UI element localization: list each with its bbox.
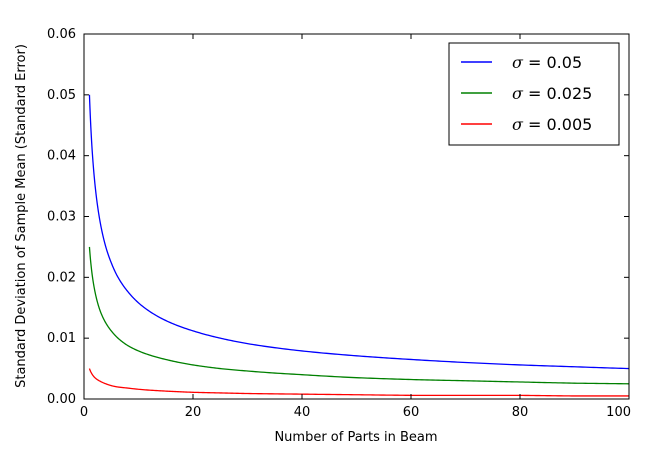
series-layer [88, 94, 630, 397]
x-axis-label: Number of Parts in Beam [274, 430, 437, 445]
legend-box [448, 42, 620, 146]
y-tick-label: 0.00 [47, 392, 76, 407]
ticks-layer: 0 20 40 60 80 100 0.00 0.01 0.02 0.03 0.04 0.05 0.06 [47, 27, 631, 420]
x-tick-label: 100 [606, 405, 631, 420]
x-tick-label: 40 [294, 405, 311, 420]
y-axis-label: Standard Deviation of Sample Mean (Stand… [14, 44, 29, 388]
x-tick-label: 80 [512, 405, 529, 420]
y-tick-label: 0.03 [47, 210, 76, 225]
legend: σ = 0.05 σ = 0.025 σ = 0.005 [448, 42, 620, 146]
y-tick-label: 0.05 [47, 88, 76, 103]
y-tick-label: 0.02 [47, 270, 76, 285]
x-tick-label: 0 [80, 405, 88, 420]
series-line-1 [88, 246, 630, 385]
y-tick-label: 0.01 [47, 331, 76, 346]
legend-label-2: σ = 0.005 [512, 115, 592, 134]
y-tick-label: 0.06 [47, 27, 76, 42]
series-line-2 [88, 368, 629, 397]
x-tick-label: 60 [403, 405, 420, 420]
series-line-0 [88, 94, 630, 370]
x-tick-label: 20 [185, 405, 202, 420]
y-tick-label: 0.04 [47, 149, 76, 164]
legend-label-1: σ = 0.025 [512, 84, 592, 103]
legend-label-0: σ = 0.05 [512, 53, 582, 72]
